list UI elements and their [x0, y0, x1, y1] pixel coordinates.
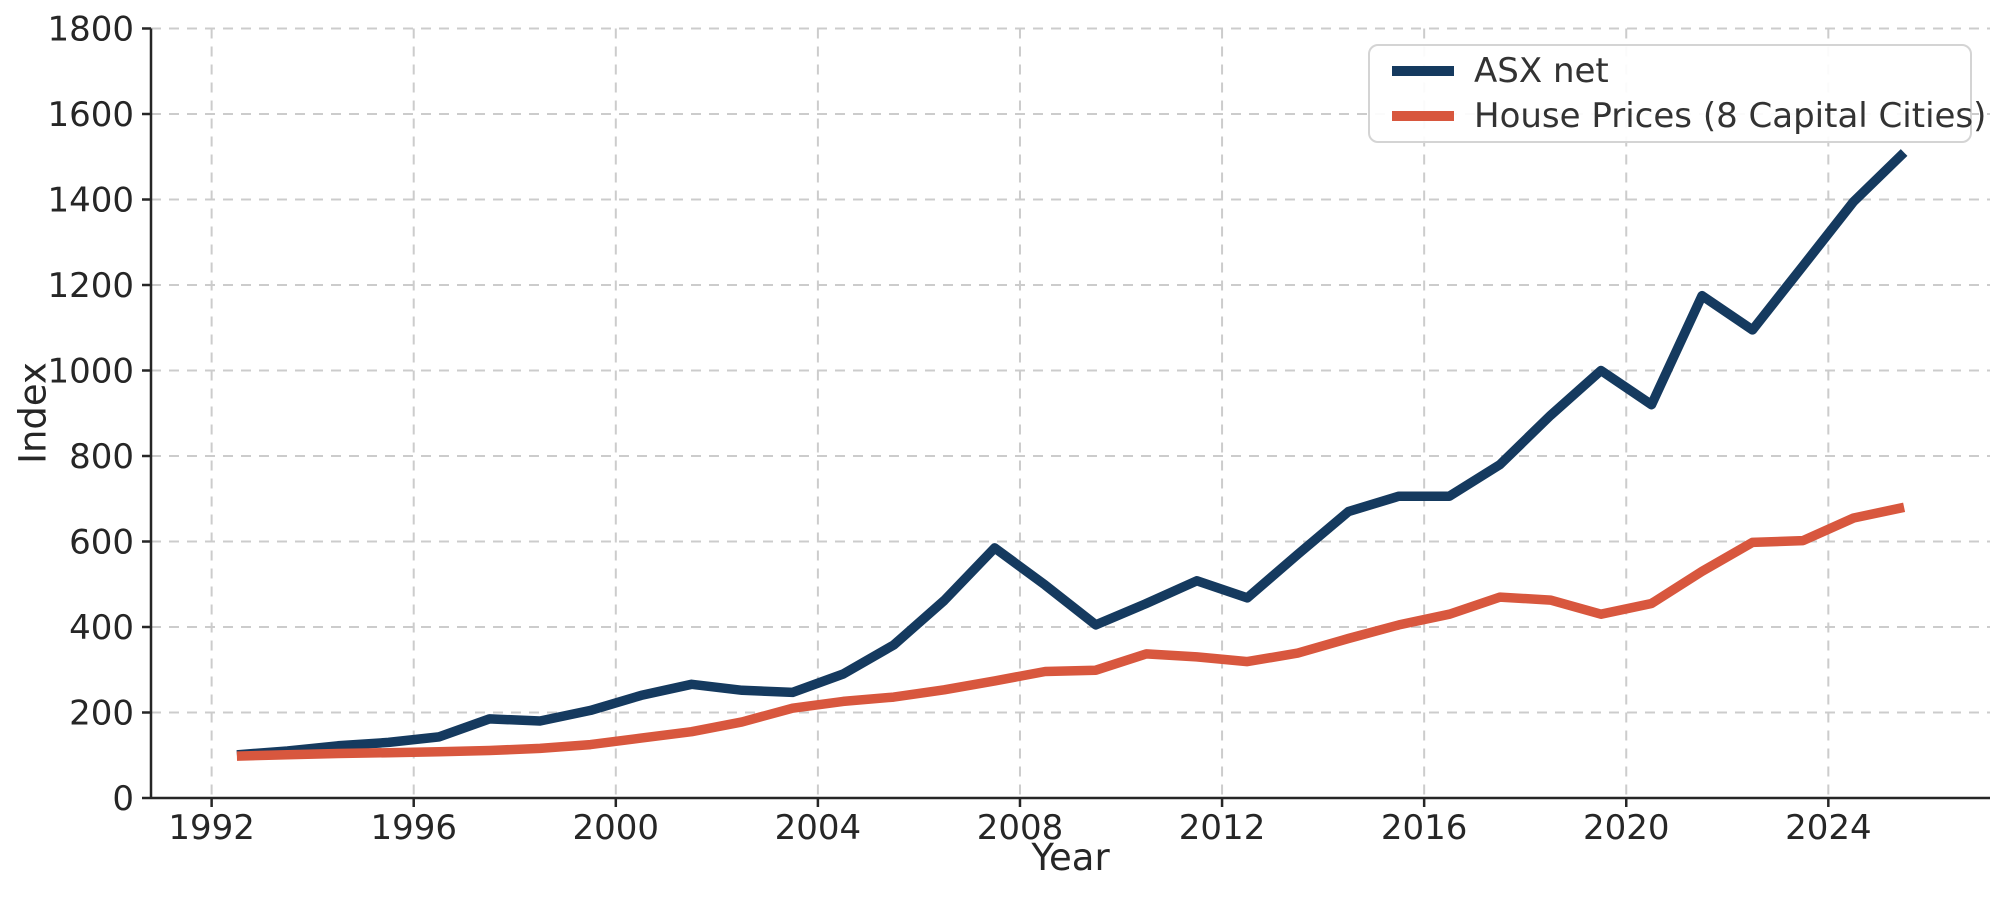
house-prices-line-swatch	[1392, 111, 1454, 121]
series-line-house-prices	[236, 502, 1906, 761]
legend-item-house-prices: House Prices (8 Capital Cities)	[1392, 96, 1986, 136]
series-line-asx-net	[236, 149, 1908, 760]
legend: ASX net House Prices (8 Capital Cities)	[1368, 44, 1986, 143]
x-tick-label: 1996	[370, 808, 457, 848]
x-axis-title: Year	[1031, 836, 1110, 879]
y-tick-label: 0	[112, 779, 134, 819]
y-tick-label: 800	[69, 437, 134, 477]
y-tick-label: 400	[69, 608, 134, 648]
x-tick-label: 1992	[168, 808, 255, 848]
y-tick-label: 1600	[47, 95, 134, 135]
legend-label-house-prices: House Prices (8 Capital Cities)	[1474, 96, 1987, 136]
y-tick-label: 200	[69, 693, 134, 733]
legend-item-asx-net: ASX net	[1392, 51, 1970, 91]
y-tick-label: 1400	[47, 180, 134, 220]
x-tick-label: 2016	[1381, 808, 1468, 848]
x-tick-label: 2008	[977, 808, 1064, 848]
y-tick-label: 1800	[47, 9, 134, 49]
x-tick-label: 2024	[1785, 808, 1872, 848]
x-tick-label: 2000	[573, 808, 660, 848]
asx-net-line-swatch	[1392, 66, 1454, 76]
y-axis-title: Index	[11, 362, 55, 464]
legend-label-asx-net: ASX net	[1474, 51, 1609, 91]
x-tick-label: 2012	[1179, 808, 1266, 848]
x-tick-label: 2020	[1583, 808, 1670, 848]
y-tick-label: 1200	[47, 266, 134, 306]
x-tick-label: 2004	[775, 808, 862, 848]
y-tick-label: 600	[69, 522, 134, 562]
y-tick-label: 1000	[47, 351, 134, 391]
